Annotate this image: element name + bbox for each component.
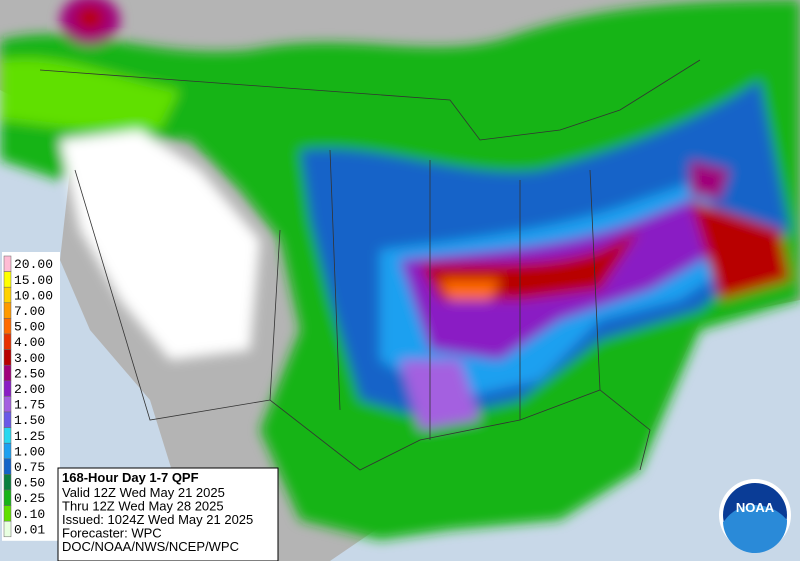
legend-label: 20.00 xyxy=(14,257,53,272)
info-line: Issued: 1024Z Wed May 21 2025 xyxy=(62,512,253,527)
legend-label: 0.25 xyxy=(14,491,45,506)
legend-label: 10.00 xyxy=(14,288,53,303)
legend-swatch xyxy=(3,255,12,272)
boundaries xyxy=(39,59,701,471)
logo-text: NOAA xyxy=(736,500,775,515)
legend-swatch xyxy=(3,271,12,288)
legend-label: 0.10 xyxy=(14,507,45,522)
legend-swatch xyxy=(3,458,12,475)
legend-swatch xyxy=(3,474,12,491)
logo-wave xyxy=(723,505,788,554)
info-line: DOC/NOAA/NWS/NCEP/WPC xyxy=(62,539,239,554)
legend-label: 2.00 xyxy=(14,382,45,397)
legend-label: 0.75 xyxy=(14,460,45,475)
legend-swatch xyxy=(3,318,12,335)
legend-label: 1.00 xyxy=(14,444,45,459)
noaa-logo: NOAA xyxy=(719,479,791,554)
precip-field xyxy=(0,0,800,540)
legend-label: 1.75 xyxy=(14,398,45,413)
legend-background xyxy=(2,252,60,541)
legend-label: 15.00 xyxy=(14,273,53,288)
legend-swatch xyxy=(3,380,12,397)
legend-swatch xyxy=(3,505,12,522)
info-line: Thru 12Z Wed May 28 2025 xyxy=(62,499,224,514)
legend-swatch xyxy=(3,333,12,350)
legend-label: 2.50 xyxy=(14,366,45,381)
legend-swatch xyxy=(3,302,12,319)
legend-swatch xyxy=(3,520,12,538)
info-background xyxy=(57,467,279,561)
legend-swatch xyxy=(3,427,12,444)
info-title: 168-Hour Day 1-7 QPF xyxy=(62,470,199,485)
legend-swatch xyxy=(3,349,12,366)
legend: 20.0015.0010.007.005.004.003.002.502.001… xyxy=(2,252,60,541)
legend-swatch xyxy=(3,396,12,413)
legend-swatch xyxy=(3,442,12,460)
legend-swatch xyxy=(3,489,12,506)
legend-label: 3.00 xyxy=(14,351,45,366)
info-box: 168-Hour Day 1-7 QPF Valid 12Z Wed May 2… xyxy=(57,467,279,561)
info-line: Forecaster: WPC xyxy=(62,526,162,541)
legend-label: 0.50 xyxy=(14,476,45,491)
legend-label: 1.50 xyxy=(14,413,45,428)
legend-label: 5.00 xyxy=(14,320,45,335)
legend-label: 1.25 xyxy=(14,429,45,444)
info-line: Valid 12Z Wed May 21 2025 xyxy=(62,485,225,500)
legend-swatch xyxy=(3,364,12,382)
legend-label: 4.00 xyxy=(14,335,45,350)
legend-swatch xyxy=(3,411,12,428)
legend-swatch xyxy=(3,286,12,304)
legend-label: 7.00 xyxy=(14,304,45,319)
legend-label: 0.01 xyxy=(14,522,45,537)
